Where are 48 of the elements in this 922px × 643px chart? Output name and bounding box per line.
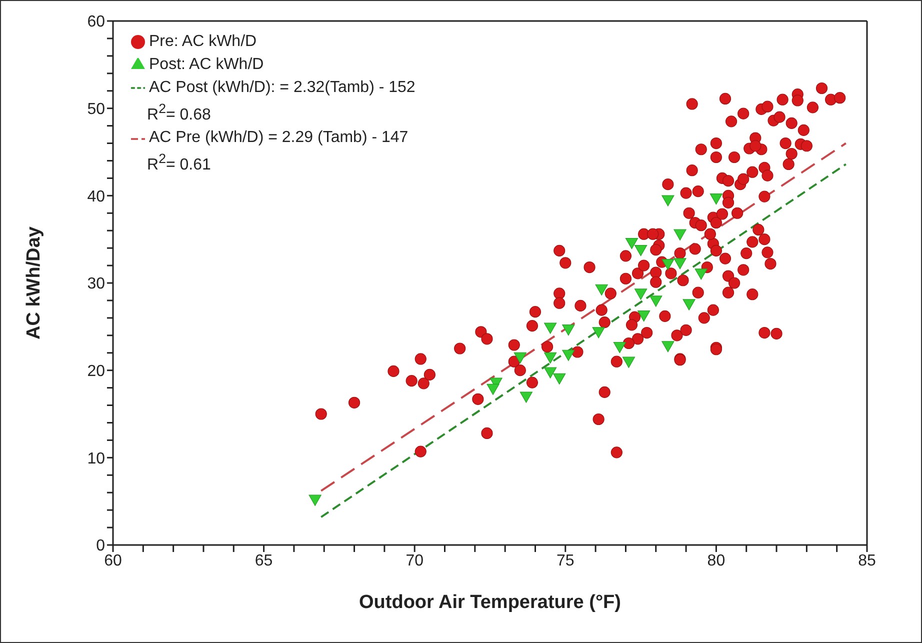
y-tick-label: 0: [96, 538, 106, 555]
point: [613, 342, 626, 354]
point: [308, 494, 322, 506]
y-tick-label: 20: [87, 363, 106, 380]
y-tick-label: 50: [87, 101, 106, 118]
point: [694, 268, 708, 280]
legend-label: AC Pre (kWh/D) = 2.29 (Tamb) - 147: [149, 129, 408, 146]
point: [544, 352, 557, 364]
point: [662, 341, 674, 352]
point: [682, 299, 696, 310]
legend-label: AC Post (kWh/D): = 2.32(Tamb) - 152: [149, 79, 416, 96]
point: [592, 327, 605, 338]
point: [562, 324, 575, 336]
y-tick-label: 60: [87, 14, 106, 31]
y-tick-label: 30: [87, 276, 106, 293]
point: [562, 350, 575, 361]
point: [486, 384, 500, 395]
point: [622, 356, 636, 368]
point: [662, 258, 674, 270]
y-axis-title: AC kWh/Day: [24, 226, 45, 340]
point: [520, 392, 532, 403]
x-axis-title: Outdoor Air Temperature (°F): [359, 592, 621, 613]
annotation: R$^{2}$= 0.68: [146, 100, 212, 126]
point: [638, 310, 650, 322]
annotation: R$^{2}$= 0.61: [146, 150, 212, 176]
point: [674, 258, 686, 270]
legend-label: Post: AC kWh/D: [149, 56, 264, 73]
point: [662, 195, 674, 206]
x-tick-label: 70: [406, 552, 424, 570]
point: [634, 245, 648, 256]
x-tick-label: 75: [556, 552, 574, 570]
x-tick-label: 80: [707, 552, 726, 570]
x-tick-label: 85: [858, 552, 876, 570]
point: [514, 352, 526, 364]
point: [625, 238, 638, 250]
point: [650, 296, 662, 307]
point: [553, 373, 566, 384]
y-tick-label: 10: [87, 450, 106, 468]
point: [674, 229, 686, 240]
point: [634, 288, 648, 300]
legend-label: Pre: AC kWh/D: [149, 33, 257, 50]
point: [710, 193, 722, 205]
point: [595, 284, 608, 296]
x-tick-label: 60: [104, 552, 122, 570]
x-tick-label: 65: [254, 552, 273, 570]
y-tick-label: 40: [87, 188, 106, 206]
point: [544, 322, 557, 334]
point: [544, 367, 557, 378]
